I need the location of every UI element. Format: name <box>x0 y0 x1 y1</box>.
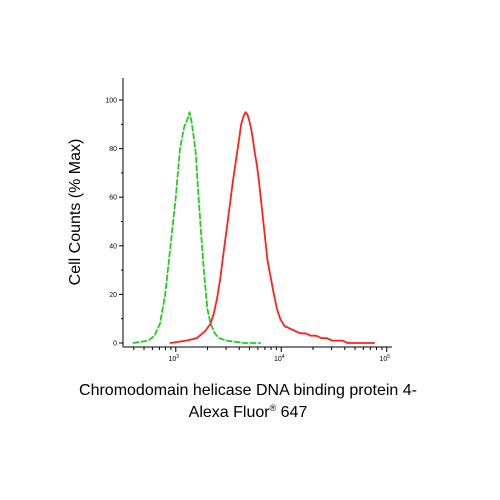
y-tick-label: 80 <box>109 146 117 153</box>
y-tick-label: 60 <box>109 195 117 202</box>
x-tick-base: 10 <box>168 356 176 363</box>
x-axis-ticks: 103 104 105 <box>133 347 390 363</box>
y-axis-ticks: 0 20 40 60 80 100 <box>105 98 123 348</box>
x-tick-label: 103 <box>168 354 179 363</box>
x-axis-title-line2-main: Alexa Fluor <box>189 404 271 421</box>
control-histogram-line <box>132 111 262 344</box>
x-axis-title-line1: Chromodomain helicase DNA binding protei… <box>79 382 417 399</box>
series-layer <box>132 111 376 344</box>
y-tick-label: 0 <box>113 341 117 348</box>
x-tick-label: 104 <box>274 354 285 363</box>
x-tick-exponent: 3 <box>176 354 179 360</box>
y-tick-label: 20 <box>109 292 117 299</box>
x-tick-label: 105 <box>379 354 390 363</box>
sample-histogram-line <box>169 111 376 344</box>
registered-mark: ® <box>270 403 277 413</box>
x-tick-exponent: 4 <box>282 354 285 360</box>
y-tick-label: 40 <box>109 243 117 250</box>
x-axis-title-line2-tail: 647 <box>276 404 307 421</box>
x-tick-base: 10 <box>274 356 282 363</box>
x-axis-title-line2: Alexa Fluor® 647 <box>189 403 308 421</box>
y-tick-label: 100 <box>105 98 117 105</box>
x-tick-base: 10 <box>379 356 387 363</box>
x-tick-exponent: 5 <box>387 354 390 360</box>
y-axis-title: Cell Counts (% Max) <box>67 139 84 286</box>
